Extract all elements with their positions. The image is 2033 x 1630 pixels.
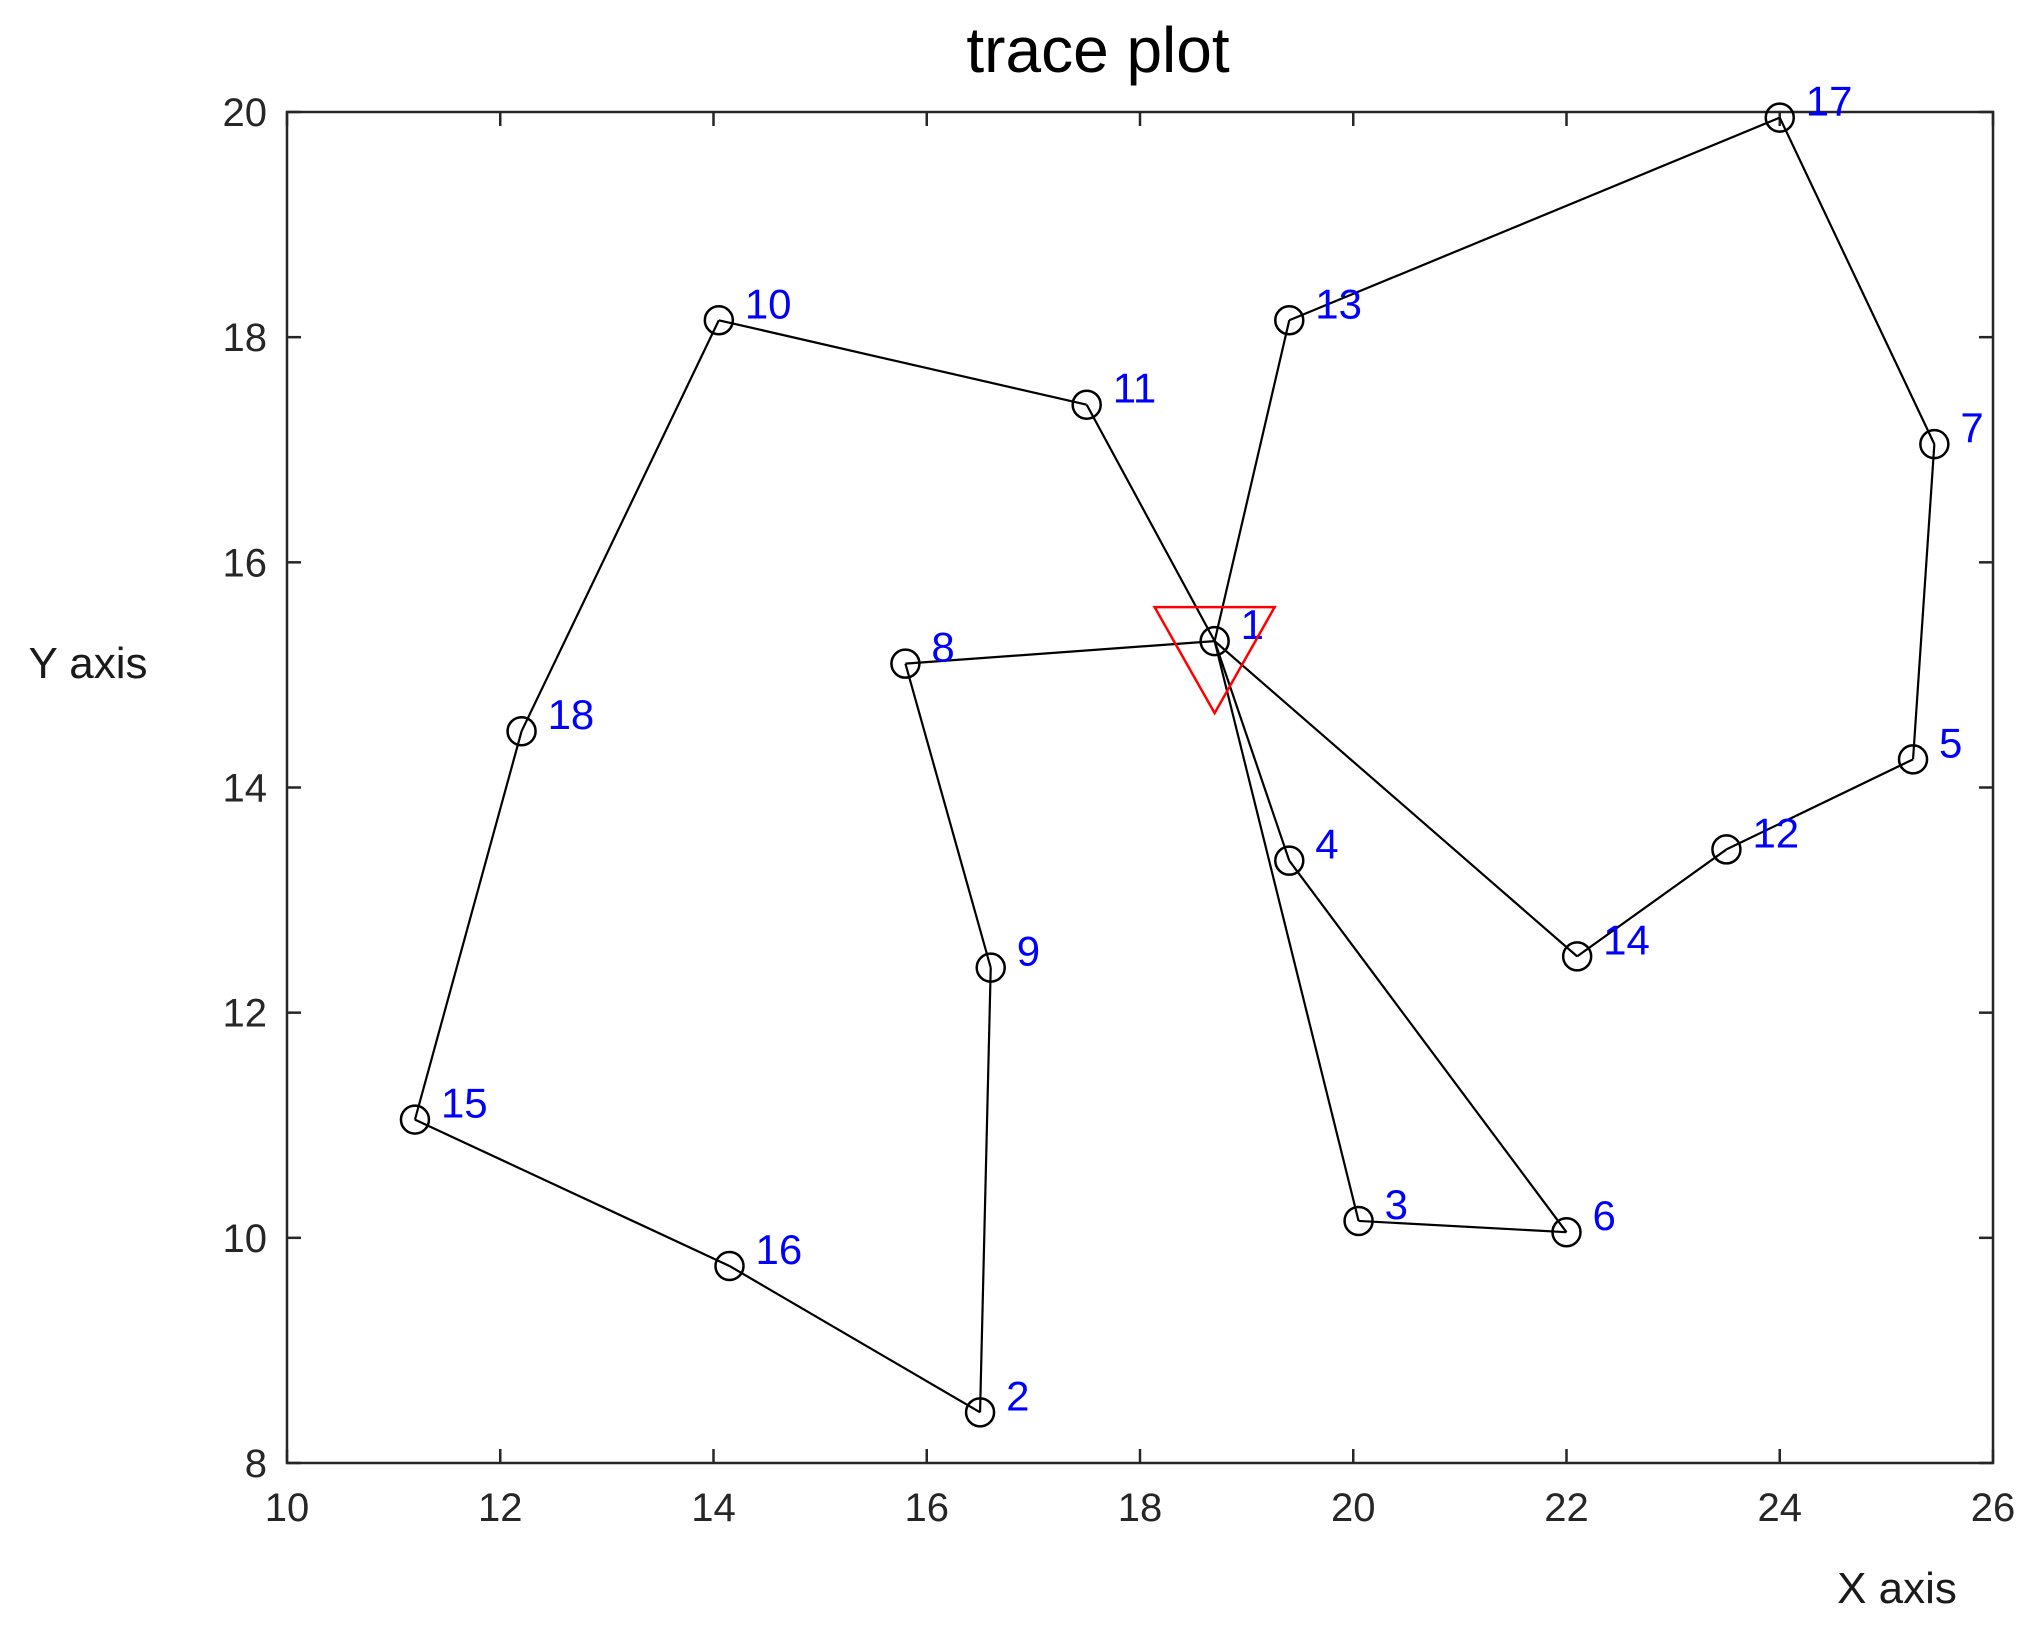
x-tick-label: 16 bbox=[905, 1486, 950, 1530]
point-marker bbox=[399, 1104, 431, 1135]
trace-segment bbox=[1213, 640, 1291, 862]
trace-segment bbox=[1213, 640, 1360, 1222]
y-tick-label: 18 bbox=[223, 316, 268, 360]
x-tick-label: 10 bbox=[265, 1486, 310, 1530]
point-label: 6 bbox=[1593, 1192, 1616, 1239]
trace-segment bbox=[1725, 758, 1914, 851]
trace-segment bbox=[414, 1118, 730, 1267]
point-marker bbox=[1551, 1216, 1582, 1248]
point-markers bbox=[399, 102, 1950, 1428]
trace-segment bbox=[905, 640, 1215, 665]
point-marker bbox=[1199, 625, 1230, 657]
x-tick-label: 20 bbox=[1331, 1486, 1376, 1530]
trace-segment bbox=[1576, 848, 1728, 958]
point-marker bbox=[1561, 941, 1593, 972]
trace-segment bbox=[1911, 444, 1936, 760]
point-label: 7 bbox=[1960, 404, 1983, 451]
x-tick-label: 18 bbox=[1118, 1486, 1163, 1530]
point-label: 12 bbox=[1752, 809, 1799, 856]
point-marker bbox=[975, 952, 1006, 983]
x-tick-label: 24 bbox=[1758, 1486, 1803, 1530]
point-marker bbox=[1919, 428, 1950, 460]
point-label: 10 bbox=[745, 280, 792, 327]
trace-segment bbox=[718, 319, 1087, 406]
point-marker bbox=[1274, 305, 1305, 336]
point-marker bbox=[714, 1250, 745, 1282]
point-label: 17 bbox=[1806, 78, 1853, 125]
start-marker-layer bbox=[1152, 605, 1277, 716]
y-tick-label: 16 bbox=[223, 541, 268, 585]
trace-segment bbox=[520, 319, 720, 732]
trace-segment bbox=[1778, 117, 1936, 445]
trace-segment bbox=[1358, 1219, 1567, 1234]
point-marker bbox=[1343, 1205, 1374, 1237]
trace-segment bbox=[1288, 116, 1781, 322]
trace-segment bbox=[978, 967, 992, 1413]
point-marker bbox=[703, 305, 735, 336]
x-tick-label: 26 bbox=[1971, 1486, 2016, 1530]
x-tick-label: 14 bbox=[691, 1486, 736, 1530]
trace-segment bbox=[728, 1265, 981, 1414]
point-label: 16 bbox=[755, 1226, 802, 1273]
point-marker bbox=[1274, 845, 1305, 876]
point-label: 5 bbox=[1939, 719, 1962, 766]
trace-segment bbox=[1288, 860, 1568, 1233]
trace-segment bbox=[1085, 404, 1216, 642]
y-tick-label: 8 bbox=[245, 1442, 267, 1486]
x-tick-label: 12 bbox=[478, 1486, 523, 1530]
y-tick-label: 14 bbox=[223, 767, 268, 811]
y-axis-label: Y axis bbox=[28, 639, 147, 688]
point-marker bbox=[1764, 102, 1795, 133]
trace-lines bbox=[413, 116, 1936, 1414]
point-label: 15 bbox=[441, 1080, 488, 1127]
y-tick-label: 20 bbox=[223, 91, 268, 135]
point-label: 11 bbox=[1113, 365, 1157, 412]
point-marker bbox=[506, 715, 537, 747]
trace-segment bbox=[1213, 640, 1578, 958]
point-label: 3 bbox=[1385, 1181, 1408, 1228]
point-marker bbox=[1897, 744, 1929, 775]
point-label: 13 bbox=[1315, 280, 1362, 327]
point-label: 8 bbox=[931, 624, 954, 671]
point-label: 2 bbox=[1006, 1372, 1029, 1419]
x-axis-label: X axis bbox=[1837, 1564, 1957, 1613]
point-marker bbox=[1711, 834, 1742, 865]
x-tick-label: 22 bbox=[1544, 1486, 1589, 1530]
point-label: 4 bbox=[1315, 821, 1338, 868]
trace-segment bbox=[904, 663, 992, 968]
y-tick-label: 10 bbox=[223, 1217, 268, 1261]
point-label: 14 bbox=[1603, 916, 1650, 963]
point-marker bbox=[964, 1397, 996, 1428]
start-marker bbox=[1152, 605, 1277, 716]
point-label: 18 bbox=[548, 691, 595, 738]
plot-frame bbox=[285, 110, 1995, 1465]
trace-segment bbox=[1213, 320, 1291, 642]
point-marker bbox=[890, 648, 921, 679]
point-marker bbox=[1071, 389, 1102, 420]
point-label: 9 bbox=[1017, 928, 1040, 975]
trace-segment bbox=[413, 730, 523, 1120]
y-tick-label: 12 bbox=[223, 992, 268, 1036]
chart-title: trace plot bbox=[966, 14, 1229, 86]
